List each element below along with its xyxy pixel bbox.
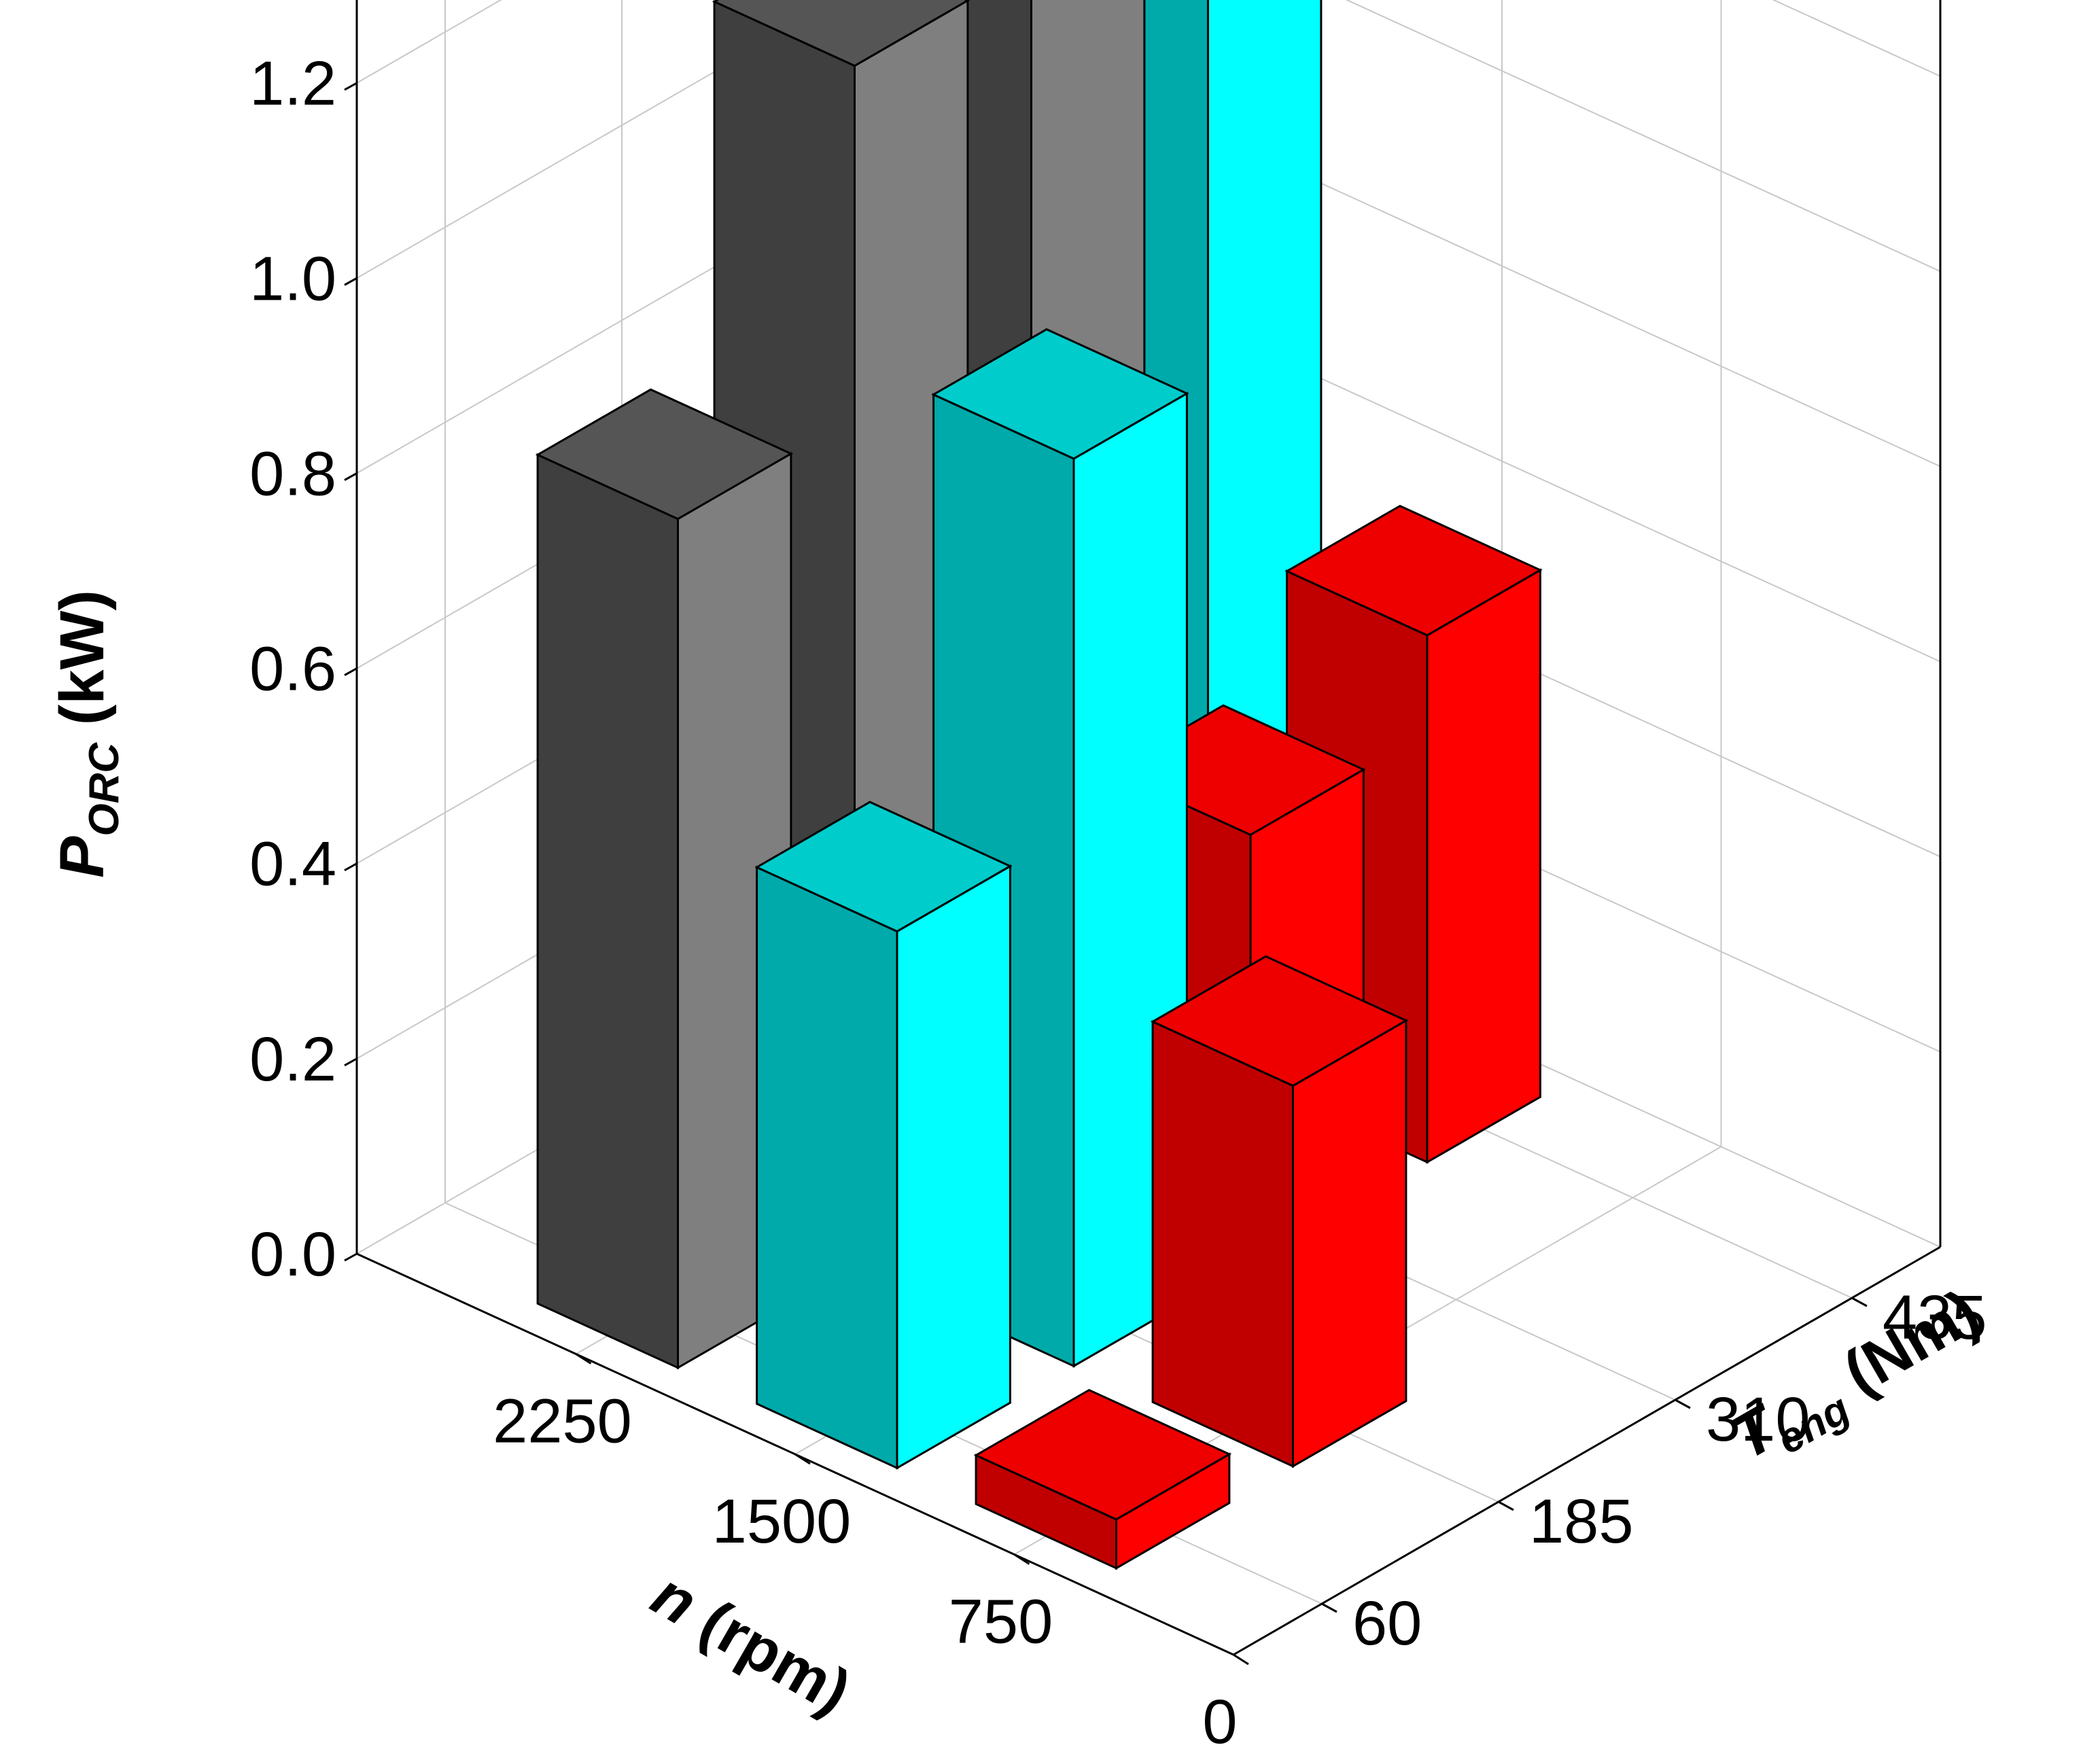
bar-front-face (536, 453, 679, 1370)
y-tick-mark (344, 1057, 357, 1067)
n-tick-label: 1500 (712, 1487, 852, 1556)
tick-labels: 0.00.20.40.60.81.01.21.40750150022506018… (249, 49, 1987, 1757)
T-tick-label: 185 (1529, 1487, 1634, 1556)
bar-top-face (973, 1388, 1232, 1521)
y-tick-mark (344, 862, 357, 872)
T-tick-label: 435 (1883, 1283, 1987, 1352)
y-tick-label: 0.0 (249, 1220, 336, 1289)
y-axis-title: PORC (kW) (48, 590, 128, 878)
y-tick-label: 0.4 (249, 830, 336, 899)
bar-side-face (1292, 1019, 1407, 1469)
T-tick-mark (1675, 1399, 1691, 1409)
n-tick-mark (575, 1353, 592, 1365)
bar-top-face (535, 388, 794, 521)
bar-front-face (1151, 1020, 1294, 1469)
y-tick-label: 0.6 (249, 635, 336, 704)
bar-1500-60 (754, 801, 1013, 1470)
gridline-y (356, 0, 1941, 279)
bar-1500-435 (1284, 504, 1543, 1164)
bar-750-185 (1150, 955, 1409, 1469)
n-tick-mark (1233, 1653, 1249, 1666)
x-axis-title: n (rpm) (641, 1560, 862, 1727)
bar-top-face (1284, 504, 1543, 637)
y-tick-mark (344, 1252, 357, 1262)
y-tick-label: 1.0 (249, 244, 336, 313)
n-tick-mark (794, 1453, 811, 1465)
y-tick-mark (344, 82, 357, 91)
T-tick-label: 60 (1352, 1589, 1422, 1658)
bar-front-face (756, 865, 898, 1470)
T-tick-mark (1321, 1602, 1337, 1613)
y-tick-label: 0.2 (249, 1025, 336, 1094)
bar-top-face (1150, 955, 1409, 1087)
bar-side-face (1426, 568, 1541, 1164)
y-tick-mark (344, 277, 357, 286)
frame-edge (1233, 1246, 1941, 1656)
y-tick-label: 1.2 (249, 49, 336, 118)
y-tick-mark (344, 472, 357, 481)
T-tick-label: 310 (1706, 1385, 1810, 1454)
bar-side-face (896, 864, 1011, 1470)
n-tick-mark (1013, 1553, 1030, 1565)
n-tick-label: 0 (1202, 1687, 1237, 1757)
T-tick-mark (1498, 1500, 1514, 1511)
T-tick-mark (1851, 1297, 1868, 1307)
n-tick-label: 2250 (493, 1387, 632, 1456)
bar-2250-60 (535, 388, 794, 1370)
n-tick-label: 750 (949, 1587, 1053, 1657)
z-axis-title: Teng (Nm) (1719, 1277, 1996, 1483)
bar-top-face (754, 801, 1013, 933)
bar-top-face (712, 0, 970, 67)
bar-750-60 (973, 1388, 1232, 1570)
bar-top-face (931, 328, 1189, 460)
chart-bars (535, 0, 1543, 1570)
y-tick-mark (344, 667, 357, 676)
y-tick-label: 0.8 (249, 439, 336, 508)
